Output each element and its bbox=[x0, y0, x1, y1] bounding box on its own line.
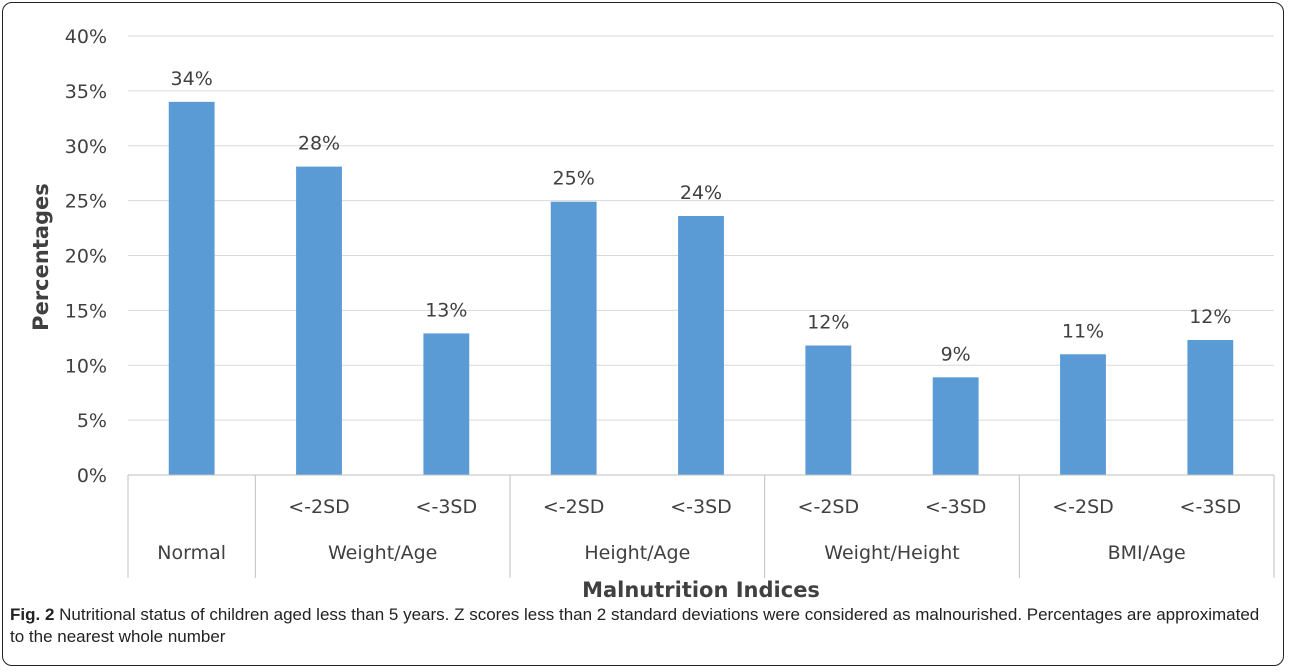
y-tick-label: 35% bbox=[65, 81, 107, 103]
x-subcategory-label: <-2SD bbox=[1052, 496, 1114, 518]
data-label: 13% bbox=[425, 299, 467, 321]
data-label: 12% bbox=[1189, 306, 1231, 328]
y-tick-label: 40% bbox=[65, 26, 107, 48]
data-label: 12% bbox=[807, 311, 849, 333]
bar bbox=[1060, 354, 1106, 475]
x-subcategory-label: <-2SD bbox=[543, 496, 605, 518]
y-tick-label: 20% bbox=[65, 246, 107, 268]
bar bbox=[805, 345, 852, 475]
bar bbox=[296, 166, 342, 476]
y-axis-title: Percentages bbox=[29, 183, 53, 331]
bar bbox=[168, 101, 215, 475]
x-group-label: Normal bbox=[157, 542, 226, 564]
bar-chart: 0% 5% 10% 15% 20% 25% 30% 35% 40% 34% 28% 13% 25% 24… bbox=[29, 26, 1275, 602]
x-subcategory-label: <-2SD bbox=[288, 496, 350, 518]
data-label: 34% bbox=[171, 68, 213, 90]
y-tick-label: 15% bbox=[65, 300, 107, 322]
x-axis-title: Malnutrition Indices bbox=[582, 578, 820, 602]
data-label: 24% bbox=[680, 182, 722, 204]
caption-label: Fig. 2 bbox=[10, 605, 55, 624]
x-subcategory-label: <-3SD bbox=[416, 496, 478, 518]
bar bbox=[678, 215, 724, 476]
x-group-label: Weight/Height bbox=[824, 542, 959, 564]
data-label: 25% bbox=[553, 168, 595, 190]
data-label: 9% bbox=[941, 343, 971, 365]
x-subcategory-label: <-3SD bbox=[670, 496, 732, 518]
y-tick-label: 0% bbox=[77, 465, 107, 487]
x-group-label: BMI/Age bbox=[1108, 542, 1186, 564]
y-axis-ticks: 0% 5% 10% 15% 20% 25% 30% 35% 40% bbox=[65, 26, 107, 487]
figure-caption: Fig. 2 Nutritional status of children ag… bbox=[10, 604, 1270, 648]
bar bbox=[932, 377, 979, 475]
x-group-label: Weight/Age bbox=[328, 542, 437, 564]
y-tick-label: 10% bbox=[65, 355, 107, 377]
data-label: 11% bbox=[1062, 320, 1104, 342]
y-tick-label: 5% bbox=[77, 410, 107, 432]
x-subcategory-label: <-3SD bbox=[1180, 496, 1242, 518]
x-subcategory-label: <-3SD bbox=[925, 496, 987, 518]
bars bbox=[168, 101, 1234, 476]
bar bbox=[423, 333, 470, 475]
caption-text: Nutritional status of children aged less… bbox=[10, 605, 1260, 646]
bar bbox=[550, 201, 597, 475]
bar bbox=[1187, 340, 1234, 475]
x-group-label: Height/Age bbox=[584, 542, 690, 564]
y-tick-label: 25% bbox=[65, 191, 107, 213]
x-axis: Normal <-2SD <-3SD Weight/Age <-2SD <-3SD Heig… bbox=[127, 474, 1275, 578]
data-label: 28% bbox=[298, 133, 340, 155]
y-tick-label: 30% bbox=[65, 136, 107, 158]
x-subcategory-label: <-2SD bbox=[798, 496, 860, 518]
data-labels: 34% 28% 13% 25% 24% 12% 9% 11% 12% bbox=[171, 68, 1232, 365]
